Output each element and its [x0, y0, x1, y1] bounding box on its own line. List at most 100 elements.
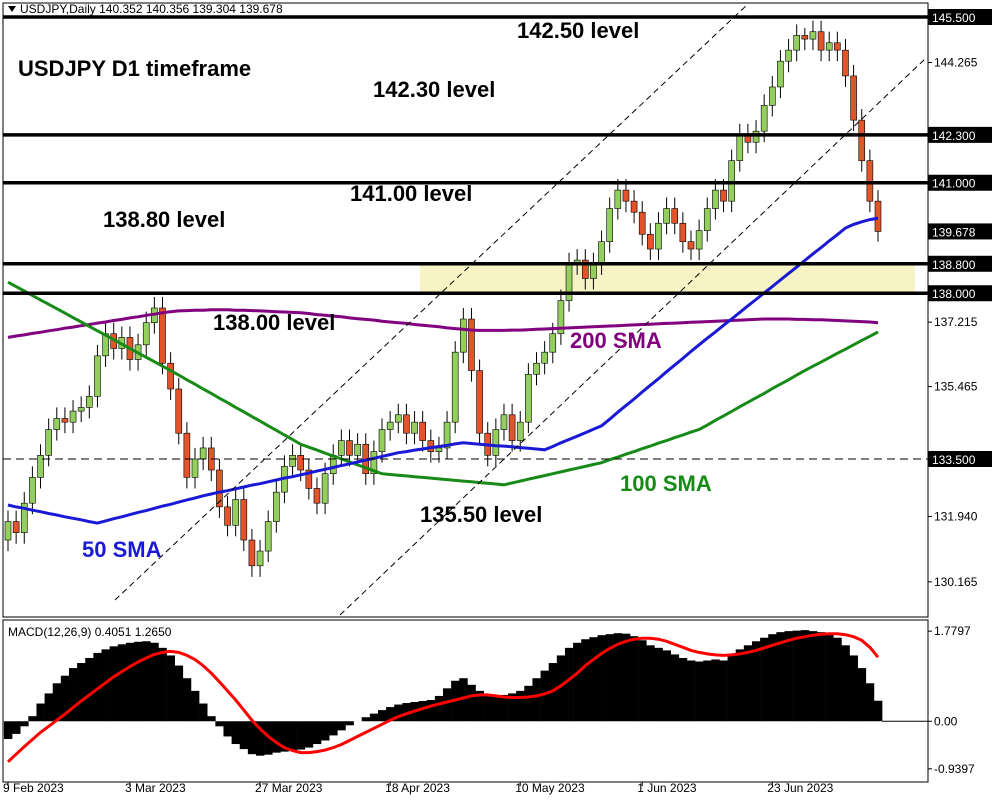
price-tag [928, 126, 992, 143]
candle-body [858, 119, 866, 161]
candle-body [565, 263, 573, 301]
candle-body [29, 477, 36, 504]
macd-bar [817, 632, 826, 722]
price-tag [928, 450, 992, 467]
macd-bar [20, 721, 29, 727]
macd-bar [142, 641, 151, 722]
candle-body [728, 160, 735, 202]
candle-body [842, 49, 849, 77]
macd-bar [3, 721, 13, 739]
macd-bar [654, 647, 663, 722]
candle-body [37, 455, 44, 478]
candle-body [142, 322, 150, 346]
candle-body [541, 351, 548, 364]
x-tick-label: 10 May 2023 [515, 781, 585, 795]
macd-bar [158, 647, 167, 722]
candle-body [825, 42, 833, 51]
chart-title: USDJPY D1 timeframe [18, 56, 251, 81]
level-annotation: 142.30 level [373, 77, 495, 102]
macd-bar [792, 630, 802, 722]
candle-body [663, 208, 670, 224]
candle-body [736, 134, 744, 161]
macd-frame [2, 619, 929, 783]
price-tag-label: 139.678 [932, 225, 976, 239]
macd-bar [516, 690, 525, 722]
macd-bar [60, 675, 70, 722]
x-tick-label: 23 Jun 2023 [767, 781, 833, 795]
macd-bar [873, 700, 883, 722]
macd-bar [247, 721, 257, 755]
y-tick-label: 131.940 [934, 509, 978, 523]
candle-body [321, 473, 329, 504]
candle-body [443, 421, 451, 449]
macd-bar [483, 694, 493, 722]
macd-bar [833, 637, 842, 722]
macd-bar [686, 660, 696, 722]
candle-body [224, 506, 231, 526]
candle-body [760, 105, 768, 132]
macd-bar [662, 650, 671, 722]
macd-bar [239, 721, 249, 750]
candle-body [793, 35, 800, 51]
signal-line [6, 632, 880, 763]
candle-body [77, 407, 85, 412]
price-tag-label: 133.500 [932, 453, 976, 467]
candle-body [687, 241, 695, 250]
macd-bar [621, 633, 631, 722]
y-tick-label: 135.465 [934, 380, 978, 394]
y-tick-label: 130.165 [934, 575, 978, 589]
candle-body [712, 189, 719, 209]
level-annotation: 138.00 level [213, 310, 335, 335]
candle-body [622, 189, 630, 202]
candle-body [45, 429, 52, 456]
candle-body [240, 499, 248, 541]
candle-body [557, 300, 565, 335]
macd-bar [678, 657, 688, 722]
candle-body [264, 521, 272, 552]
macd-bar [280, 721, 289, 752]
candle-body [297, 455, 305, 471]
macd-bar [711, 659, 720, 722]
candle-body [94, 355, 101, 397]
macd-bar [77, 663, 86, 722]
plot-layer: 144.265 137.215 135.465 131.940 130.165 145.5… [3, 8, 992, 776]
chart-header: USDJPY,Daily 140.352 140.356 139.304 139… [20, 2, 283, 16]
macd-bar [564, 647, 574, 722]
macd-bar [841, 645, 850, 722]
macd-bar [272, 721, 281, 753]
macd-bar [751, 641, 761, 722]
candle-body [199, 447, 207, 460]
macd-bar [849, 655, 858, 722]
macd-bar [85, 657, 94, 722]
channel-line [114, 3, 749, 601]
candle-body [476, 370, 483, 434]
macd-bar [426, 699, 436, 722]
macd-bar [605, 634, 615, 722]
sma-line [7, 216, 879, 525]
macd-bar [231, 721, 241, 745]
macd-bar [190, 690, 200, 722]
macd-bar [499, 694, 509, 722]
macd-bar [825, 634, 834, 722]
macd-bar [174, 665, 184, 722]
candle-body [549, 333, 557, 353]
macd-bar [532, 678, 541, 722]
macd-bar [459, 678, 468, 722]
candle-body [403, 414, 410, 434]
candle-body [346, 440, 353, 456]
macd-bar [434, 695, 444, 722]
macd-bar [800, 630, 810, 722]
candle-body [533, 362, 540, 375]
macd-bar [337, 721, 346, 731]
candle-body [191, 458, 199, 478]
x-tick-label: 3 Mar 2023 [125, 781, 186, 795]
x-tick-label: 27 Mar 2023 [255, 781, 323, 795]
candle-body [809, 31, 817, 40]
macd-bar [68, 668, 78, 722]
candle-body [411, 421, 418, 434]
price-tag [928, 255, 992, 272]
candle-body [451, 351, 459, 423]
candle-body [20, 502, 28, 533]
macd-bar [719, 660, 728, 722]
y-tick-label: 144.265 [934, 55, 978, 69]
